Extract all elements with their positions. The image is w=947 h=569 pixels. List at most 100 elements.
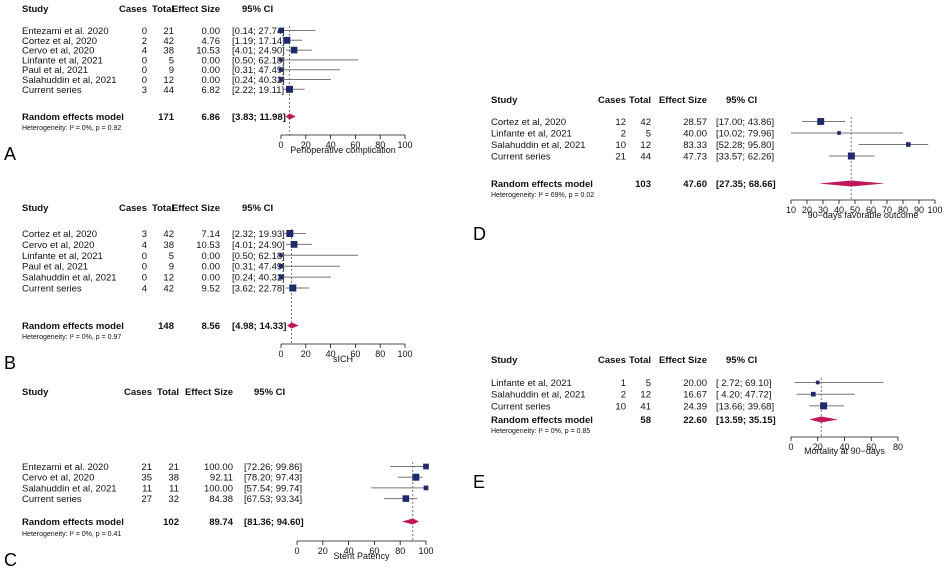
row-total: 38 [163, 46, 174, 57]
row-total: 38 [168, 473, 179, 484]
random-effects-effect: 89.74 [209, 517, 233, 528]
header-95-ci: 95% CI [242, 203, 273, 214]
row-effect-size: 40.00 [683, 129, 707, 140]
row-ci: [ 2.72; 69.10] [716, 378, 771, 389]
row-study-label: Current series [491, 152, 551, 163]
panel-letter-a: A [4, 144, 16, 164]
effect-square [283, 36, 291, 44]
row-total: 12 [640, 390, 651, 401]
x-tick-label: 100 [418, 546, 433, 556]
effect-square [285, 85, 293, 93]
random-effects-effect: 22.60 [683, 415, 707, 426]
x-tick-label: 80 [893, 442, 903, 452]
effect-square [279, 58, 283, 62]
row-study-label: Cortez et al, 2020 [22, 36, 97, 47]
random-effects-ci: [4.98; 14.33] [232, 321, 286, 332]
row-ci: [2.32; 19.93] [232, 229, 285, 240]
header-study: Study [491, 95, 518, 106]
row-total: 21 [163, 26, 174, 37]
row-total: 5 [646, 378, 651, 389]
header-effect-size: Effect Size [659, 355, 707, 366]
effect-square [278, 264, 284, 269]
row-effect-size: 0.00 [202, 26, 221, 37]
row-ci: [52.28; 95.80] [716, 140, 774, 151]
header-total: Total [157, 387, 179, 398]
row-effect-size: 0.00 [202, 273, 221, 284]
effect-square [815, 380, 820, 385]
row-study-label: Current series [22, 494, 82, 505]
row-ci: [3.62; 22.78] [232, 284, 285, 295]
row-total: 12 [163, 273, 174, 284]
row-ci: [13.66; 39.68] [716, 401, 774, 412]
header-95-ci: 95% CI [726, 95, 757, 106]
row-effect-size: 0.00 [202, 262, 221, 273]
row-total: 21 [168, 462, 179, 473]
header-effect-size: Effect Size [172, 4, 220, 15]
header-95-ci: 95% CI [242, 4, 273, 15]
row-effect-size: 0.00 [202, 65, 221, 76]
row-study-label: Salahuddin et al, 2021 [22, 75, 117, 86]
random-effects-label: Random effects model [22, 517, 124, 528]
row-effect-size: 0.00 [202, 55, 221, 66]
x-tick-label: 60 [350, 349, 360, 359]
row-ci: [2.22; 19.11] [232, 85, 284, 96]
row-effect-size: 100.00 [204, 483, 233, 494]
random-effects-total: 148 [158, 321, 174, 332]
header-total: Total [629, 355, 651, 366]
pooled-diamond [809, 416, 839, 423]
row-cases: 21 [615, 152, 626, 163]
row-total: 38 [163, 240, 174, 251]
row-cases: 3 [142, 85, 147, 96]
x-tick-label: 40 [839, 442, 849, 452]
row-effect-size: 0.00 [202, 75, 221, 86]
row-effect-size: 10.53 [196, 240, 220, 251]
row-effect-size: 0.00 [202, 251, 221, 262]
row-cases: 0 [142, 55, 147, 66]
row-cases: 0 [142, 273, 147, 284]
x-axis-label: Mortality at 90−days [804, 446, 885, 456]
x-tick-label: 0 [278, 349, 283, 359]
row-total: 42 [163, 229, 174, 240]
row-study-label: Paul et al, 2021 [22, 65, 88, 76]
row-ci: [0.50; 62.18] [232, 55, 285, 66]
row-study-label: Salahuddin et al, 2021 [22, 273, 117, 284]
row-effect-size: 20.00 [683, 378, 707, 389]
effect-square [817, 118, 825, 125]
effect-square [289, 284, 297, 292]
row-study-label: Salahuddin et al, 2021 [22, 483, 117, 494]
header-cases: Cases [598, 355, 626, 366]
row-ci: [0.31; 47.49] [232, 65, 285, 76]
row-ci: [33.57; 62.26] [716, 152, 774, 163]
row-effect-size: 100.00 [204, 462, 233, 473]
row-ci: [17.00; 43.86] [716, 117, 774, 128]
x-tick-label: 80 [375, 140, 385, 150]
row-cases: 2 [621, 129, 626, 140]
row-effect-size: 24.39 [683, 401, 707, 412]
row-study-label: Current series [22, 284, 82, 295]
row-total: 42 [163, 36, 174, 47]
panel-letter-e: E [473, 472, 485, 492]
x-tick-label: 0 [278, 140, 283, 150]
x-axis-label: Stent Patency [333, 551, 390, 561]
x-tick-label: 60 [866, 442, 876, 452]
row-effect-size: 83.33 [683, 140, 707, 151]
header-cases: Cases [124, 387, 152, 398]
random-effects-label: Random effects model [491, 415, 593, 426]
x-tick-label: 20 [813, 442, 823, 452]
forest-plot-d: Study Cases Total Effect Size 95% CI Cortez e… [473, 95, 943, 244]
row-cases: 10 [615, 401, 626, 412]
row-total: 44 [163, 85, 174, 96]
row-ci: [4.01; 24.90] [232, 240, 285, 251]
x-tick-label: 100 [397, 140, 412, 150]
row-ci: [67.53; 93.34] [244, 494, 302, 505]
row-total: 5 [169, 55, 174, 66]
row-ci: [0.14; 27.74] [232, 26, 285, 37]
row-study-label: Entezami et al. 2020 [22, 462, 109, 473]
row-study-label: Entezami et al. 2020 [22, 26, 109, 37]
x-tick-label: 90 [914, 205, 924, 215]
row-ci: [72.26; 99.86] [244, 462, 302, 473]
pooled-diamond [818, 180, 885, 187]
row-study-label: Linfante et al, 2021 [491, 378, 572, 389]
row-study-label: Paul et al, 2021 [22, 262, 88, 273]
